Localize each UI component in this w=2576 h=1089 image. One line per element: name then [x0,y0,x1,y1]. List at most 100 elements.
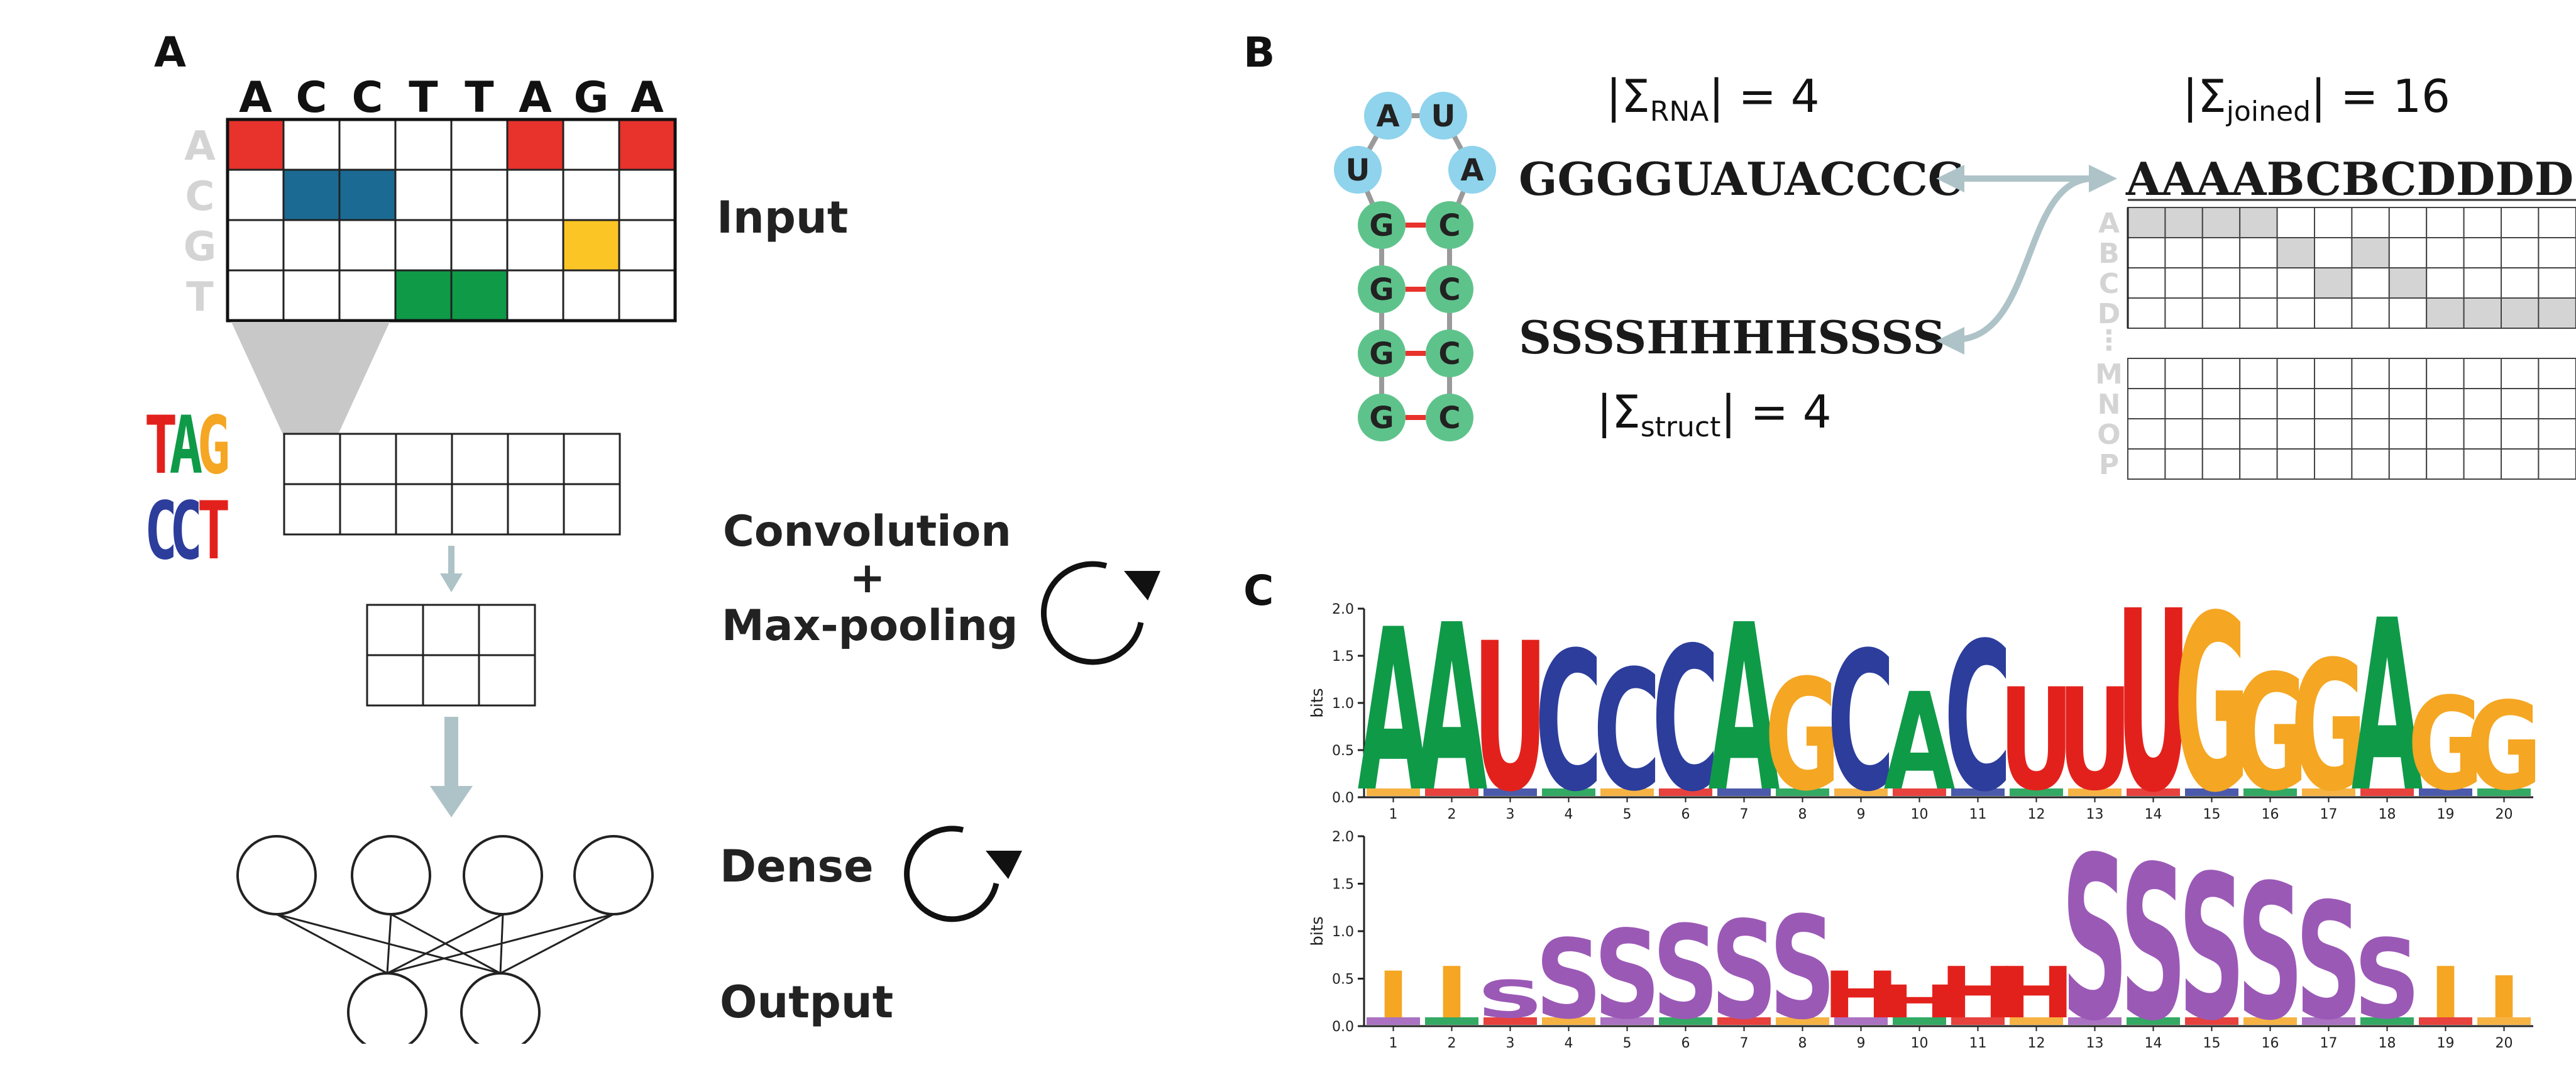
logo-letter: S [1536,916,1602,1043]
loop-nucleotide [1364,92,1412,140]
matrix-cell [2127,388,2166,419]
matrix-cell [2426,358,2465,389]
matrix-cell [2351,267,2390,299]
logo-letter: S [2237,845,2304,1061]
kernel-logo-letter: C [145,485,178,577]
pool-cell [366,654,424,707]
logo-letter: I [1376,958,1411,1033]
matrix-cell [2501,297,2540,329]
logo-minor-letter [1483,1017,1537,1025]
matrix-cell [2164,297,2203,329]
matrix-cell [2463,267,2502,299]
matrix-cell [2127,237,2166,268]
conv-cell [451,483,509,536]
matrix-cell [2239,448,2278,480]
matrix-cell [2538,267,2576,299]
matrix-cell [2127,207,2166,238]
logo-letter: G [2291,624,2367,831]
combine-arrows [1954,175,2094,343]
dense-node [236,835,317,915]
logo-letter: C [1827,612,1895,834]
logo-minor-letter [2302,788,2355,796]
matrix-row-label: D [2098,298,2121,330]
loop-nucleotide [1448,146,1496,194]
matrix-cell [2463,448,2502,480]
logo-minor-letter [2477,1017,2531,1025]
logo-minor-letter [2419,1017,2472,1025]
joined-sequence: AAAABCBCDDDD [2125,152,2573,206]
matrix-cell [2127,297,2166,329]
matrix-cell [2164,448,2203,480]
output-node [347,972,427,1053]
nucleotide-letter: U [1346,153,1370,188]
y-axis-label: bits [1308,916,1327,946]
logo-minor-letter [2185,1017,2238,1025]
repeat-arrow-icon [904,826,1022,922]
matrix-cell [2164,418,2203,450]
rna-sequence: GGGGUAUACCCC [1519,152,1964,206]
y-tick-label: 2.0 [1332,602,1354,617]
matrix-cell [2239,358,2278,389]
x-tick-label: 2 [1448,1036,1456,1051]
conv-cell [451,433,509,485]
matrix-row-label: P [2099,449,2119,481]
onehot-border [226,118,677,323]
dense-node [463,835,543,915]
onehot-cell [226,118,285,171]
x-tick-label: 1 [1389,807,1398,822]
matrix-cell [2164,358,2203,389]
x-tick-label: 20 [2496,807,2513,822]
nucleotide-letter: G [1369,336,1394,372]
stem-nucleotide [1426,265,1473,313]
x-tick-label: 19 [2437,1036,2455,1051]
matrix-cell [2314,388,2353,419]
onehot-cell [226,269,285,322]
matrix-cell [2426,207,2465,238]
y-tick-label: 1.0 [1332,696,1354,712]
matrix-cell [2314,207,2353,238]
dense-label: Dense [720,841,874,892]
x-tick-label: 13 [2086,807,2104,822]
sigma-joined-label: |Σjoined| = 16 [2182,70,2450,128]
matrix-cell [2351,207,2390,238]
x-tick-label: 10 [1911,807,1929,822]
x-tick-label: 2 [1448,807,1456,822]
matrix-cell [2538,358,2576,389]
x-tick-label: 15 [2203,1036,2221,1051]
panel-c-label: C [1243,567,1274,615]
logo-minor-letter [1659,1017,1712,1025]
logo-letter: S [2062,810,2128,1071]
logo-minor-letter [2010,1017,2063,1025]
onehot-cell [562,269,620,322]
onehot-cell [282,269,341,322]
x-tick-label: 11 [1969,1036,1987,1051]
matrix-cell [2127,418,2166,450]
x-tick-label: 7 [1740,1036,1749,1051]
x-tick-label: 3 [1506,807,1515,822]
repeat-arrow-icon [1041,561,1160,665]
logo-minor-letter [2360,1017,2414,1025]
matrix-row-label: M [2095,358,2123,390]
x-tick-label: 5 [1623,807,1632,822]
matrix-cell [2538,388,2576,419]
x-tick-label: 18 [2379,807,2396,822]
matrix-cell [2201,418,2241,450]
matrix-cell [2314,297,2353,329]
kernel-logo-bottom: CCT [145,485,231,577]
network-edge [276,913,388,975]
conv-cell [339,483,397,536]
logo-letter: U [1473,600,1548,837]
matrix-cell [2239,418,2278,450]
matrix-cell [2388,267,2428,299]
network-edge [386,914,392,974]
matrix-cell [2501,418,2540,450]
kernel-logo-letter: T [145,399,178,492]
x-tick-label: 8 [1798,1036,1807,1051]
x-tick-label: 19 [2437,807,2455,822]
logo-letter: S [2120,822,2187,1068]
conv-cell [283,433,341,485]
conv-cell [563,483,621,536]
logo-letter: H [1881,976,1958,1028]
y-axis-label: bits [1308,688,1327,717]
